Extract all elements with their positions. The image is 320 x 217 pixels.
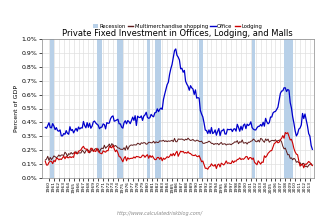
Bar (155, 39, 161, 178)
Y-axis label: Percent of GDP: Percent of GDP (14, 85, 19, 132)
Bar (117, 39, 123, 178)
Bar (50, 39, 54, 178)
Bar (252, 39, 254, 178)
Bar (199, 39, 203, 178)
Title: Private Fixed Investment in Offices, Lodging, and Malls: Private Fixed Investment in Offices, Lod… (62, 29, 293, 38)
Text: http://www.calculatedriskblog.com/: http://www.calculatedriskblog.com/ (117, 211, 203, 216)
Bar (148, 39, 150, 178)
Bar (97, 39, 102, 178)
Bar (284, 39, 293, 178)
Legend: Recession, Multimerchandise shopping, Office, Lodging: Recession, Multimerchandise shopping, Of… (92, 24, 263, 30)
